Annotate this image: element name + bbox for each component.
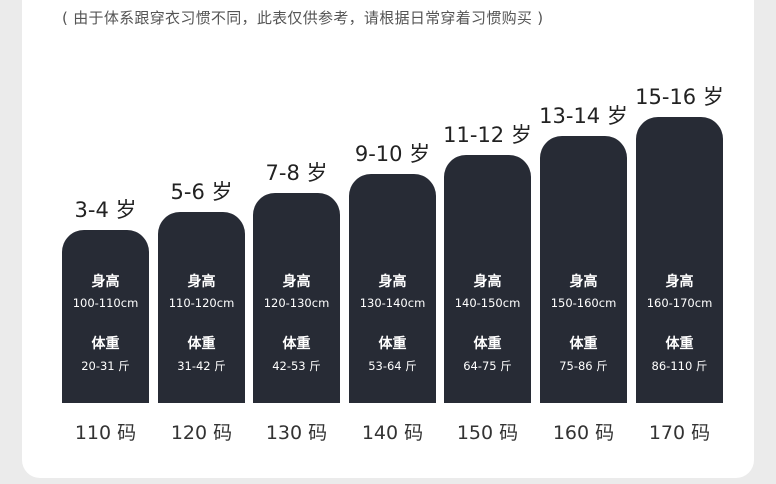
size-column: 13-14 岁身高 150-160cm 体重 75-86 斤 160 码 (539, 0, 628, 484)
age-label: 3-4 岁 (74, 198, 137, 222)
height-label: 身高 (665, 274, 694, 290)
weight-value: 20-31 斤 (81, 359, 130, 373)
size-bar: 身高 160-170cm 体重 86-110 斤 (636, 117, 723, 403)
weight-value: 42-53 斤 (272, 359, 321, 373)
size-column: 11-12 岁身高 140-150cm 体重 64-75 斤 150 码 (443, 0, 532, 484)
size-bar: 身高 110-120cm 体重 31-42 斤 (158, 212, 245, 403)
size-code-label: 110 码 (74, 422, 137, 444)
age-label: 11-12 岁 (443, 123, 532, 147)
height-value: 120-130cm (263, 296, 330, 310)
size-bar: 身高 140-150cm 体重 64-75 斤 (444, 155, 531, 403)
height-value: 100-110cm (72, 296, 139, 310)
weight-label: 体重 (569, 336, 598, 352)
weight-value: 75-86 斤 (559, 359, 608, 373)
size-bar: 身高 150-160cm 体重 75-86 斤 (540, 136, 627, 403)
size-column: 7-8 岁身高 120-130cm 体重 42-53 斤 130 码 (253, 0, 340, 484)
size-bar: 身高 120-130cm 体重 42-53 斤 (253, 193, 340, 403)
size-column: 3-4 岁身高 100-110cm 体重 20-31 斤 110 码 (62, 0, 149, 484)
size-bar: 身高 130-140cm 体重 53-64 斤 (349, 174, 436, 403)
height-value: 160-170cm (646, 296, 713, 310)
age-label: 9-10 岁 (354, 142, 431, 166)
height-label: 身高 (187, 274, 216, 290)
height-value: 130-140cm (359, 296, 426, 310)
size-code-label: 170 码 (648, 422, 711, 444)
height-label: 身高 (91, 274, 120, 290)
size-disclaimer-note: ( 由于体系跟穿衣习惯不同，此表仅供参考，请根据日常穿着习惯购买 ) (62, 9, 544, 27)
height-value: 150-160cm (550, 296, 617, 310)
size-code-label: 120 码 (170, 422, 233, 444)
age-label: 5-6 岁 (170, 180, 233, 204)
height-label: 身高 (378, 274, 407, 290)
weight-value: 64-75 斤 (463, 359, 512, 373)
weight-value: 31-42 斤 (177, 359, 226, 373)
height-label: 身高 (282, 274, 311, 290)
weight-label: 体重 (473, 336, 502, 352)
height-label: 身高 (473, 274, 502, 290)
height-value: 140-150cm (454, 296, 521, 310)
weight-label: 体重 (282, 336, 311, 352)
weight-label: 体重 (91, 336, 120, 352)
age-label: 15-16 岁 (635, 85, 724, 109)
size-column: 5-6 岁身高 110-120cm 体重 31-42 斤 120 码 (158, 0, 245, 484)
weight-label: 体重 (665, 336, 694, 352)
weight-label: 体重 (378, 336, 407, 352)
size-column: 15-16 岁身高 160-170cm 体重 86-110 斤 170 码 (635, 0, 724, 484)
height-value: 110-120cm (168, 296, 235, 310)
size-code-label: 140 码 (361, 422, 424, 444)
height-label: 身高 (569, 274, 598, 290)
size-code-label: 150 码 (456, 422, 519, 444)
size-code-label: 160 码 (552, 422, 615, 444)
size-column: 9-10 岁身高 130-140cm 体重 53-64 斤 140 码 (349, 0, 436, 484)
weight-label: 体重 (187, 336, 216, 352)
size-bar: 身高 100-110cm 体重 20-31 斤 (62, 230, 149, 403)
age-label: 7-8 岁 (265, 161, 328, 185)
age-label: 13-14 岁 (539, 104, 628, 128)
size-code-label: 130 码 (265, 422, 328, 444)
weight-value: 86-110 斤 (651, 359, 708, 373)
weight-value: 53-64 斤 (368, 359, 417, 373)
